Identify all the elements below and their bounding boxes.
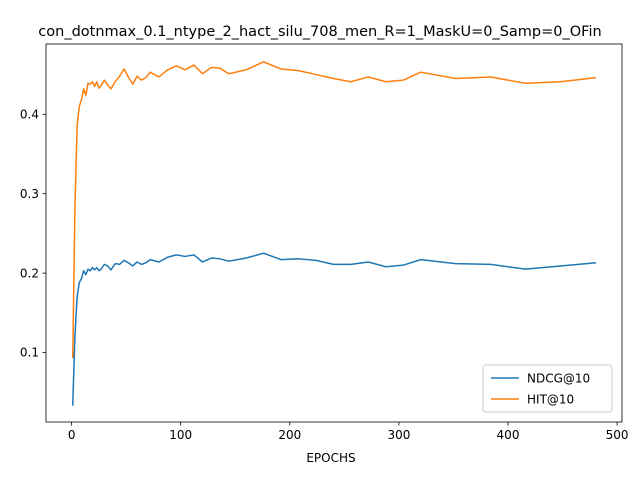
x-tick-label: 0 bbox=[68, 428, 76, 442]
x-tick-label: 100 bbox=[169, 428, 192, 442]
x-tick-label: 400 bbox=[497, 428, 520, 442]
legend-label-hit: HIT@10 bbox=[527, 392, 574, 406]
plot-area bbox=[71, 61, 597, 406]
x-tick-label: 200 bbox=[278, 428, 301, 442]
legend: NDCG@10 HIT@10 bbox=[482, 364, 613, 413]
y-tick-label: 0.1 bbox=[20, 346, 39, 360]
legend-label-ndcg: NDCG@10 bbox=[527, 371, 590, 385]
x-axis-label: EPOCHS bbox=[306, 451, 355, 465]
chart-title: con_dotnmax_0.1_ntype_2_hact_silu_708_me… bbox=[38, 24, 601, 40]
x-tick-label: 300 bbox=[387, 428, 410, 442]
series-line-ndcg bbox=[71, 252, 597, 406]
series-line-hit bbox=[71, 61, 597, 359]
x-axis-ticks: 0 100 200 300 400 500 bbox=[68, 422, 629, 442]
legend-box bbox=[482, 364, 613, 413]
y-tick-label: 0.4 bbox=[20, 107, 39, 121]
y-tick-label: 0.2 bbox=[20, 266, 39, 280]
x-tick-label: 500 bbox=[606, 428, 629, 442]
axes-frame bbox=[45, 43, 623, 423]
y-axis-ticks: 0.1 0.2 0.3 0.4 bbox=[20, 107, 46, 360]
y-tick-label: 0.3 bbox=[20, 187, 39, 201]
